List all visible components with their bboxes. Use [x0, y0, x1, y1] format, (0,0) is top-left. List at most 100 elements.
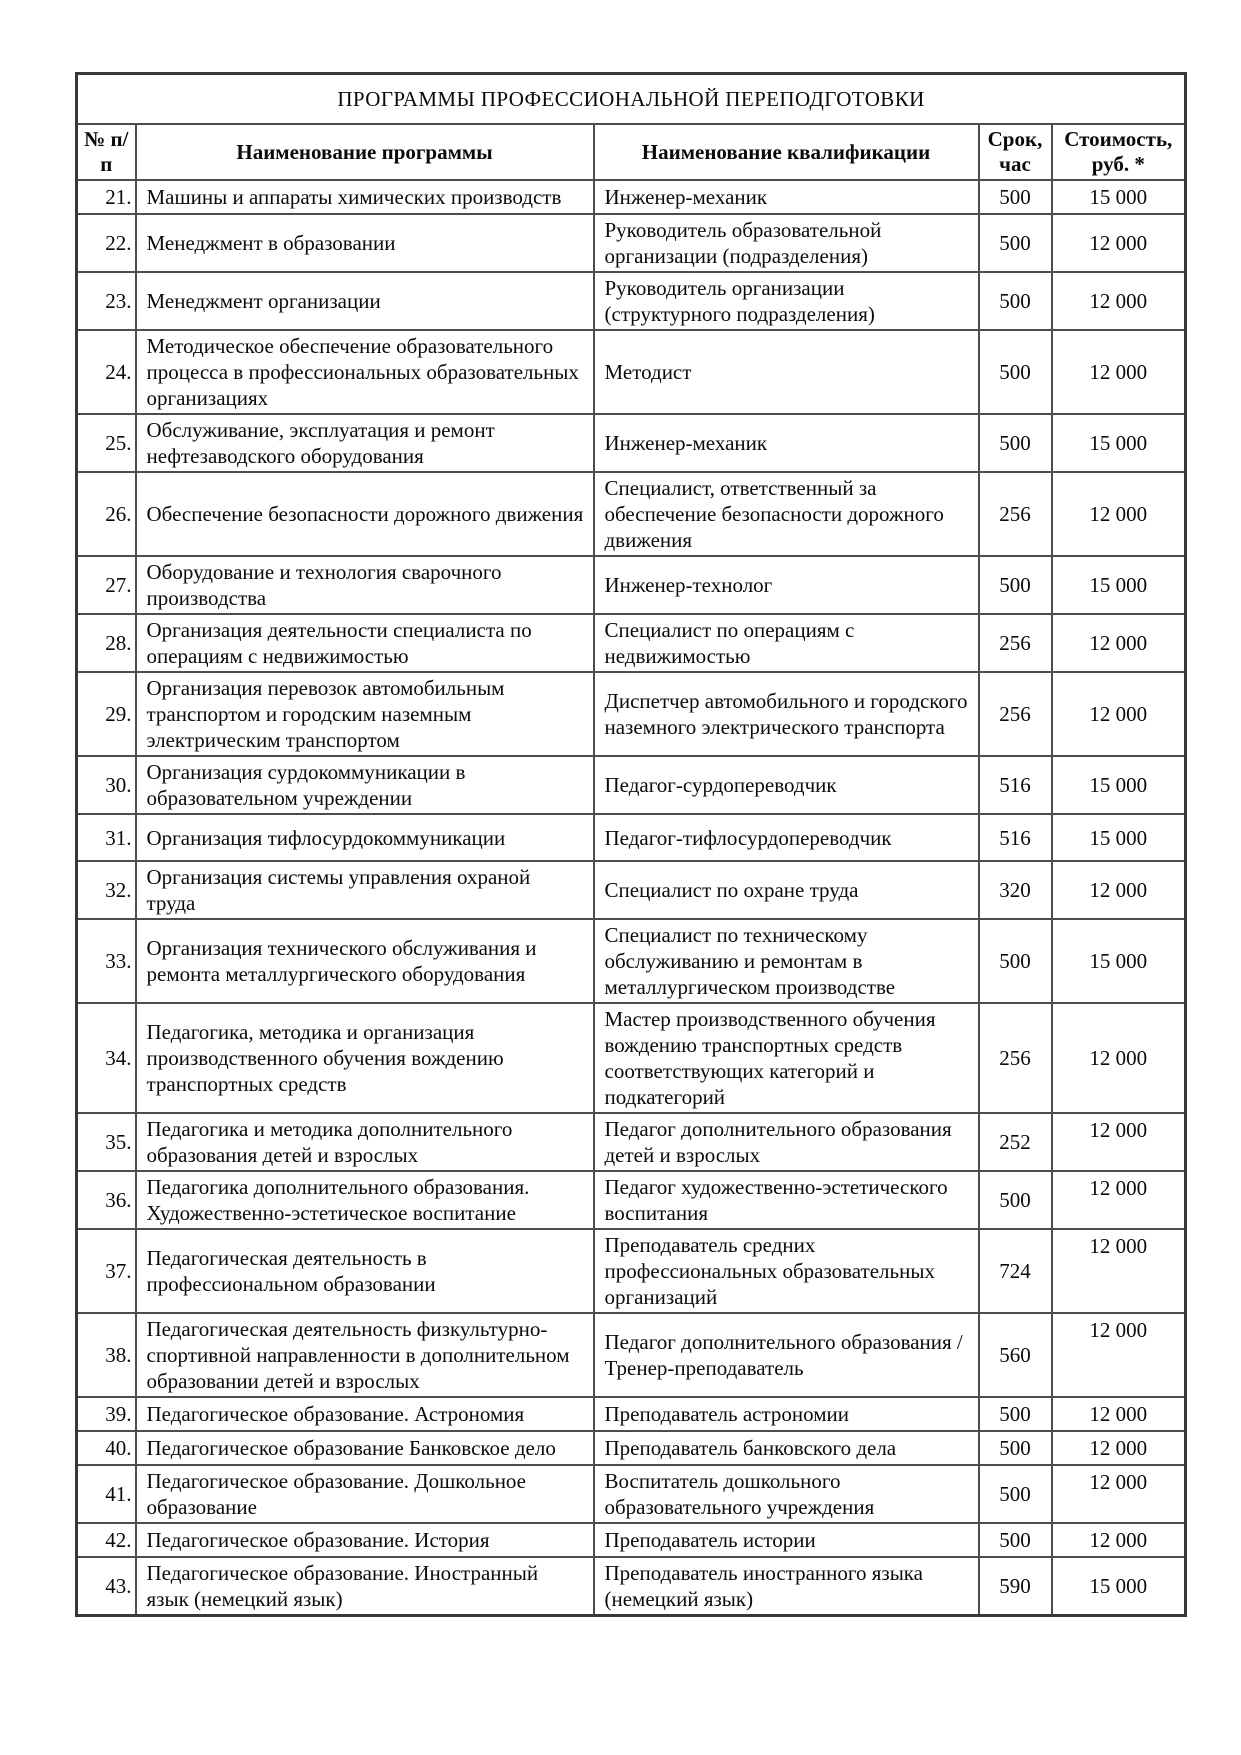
duration-hours-cell: 724 [977, 1228, 1053, 1314]
table-row: 24. Методическое обеспечение образователь… [75, 329, 1187, 415]
row-number-cell: 33. [75, 918, 137, 1004]
qualification-name-cell: Специалист по операциям с недвижимостью [592, 613, 980, 673]
qualification-name-cell: Педагог-тифлосурдопереводчик [592, 813, 980, 862]
duration-hours-cell: 256 [977, 671, 1053, 757]
program-name-cell: Менеджмент в образовании [134, 213, 595, 273]
qualification-name-cell: Инженер-механик [592, 179, 980, 215]
price-rub-cell: 12 000 [1050, 471, 1187, 557]
row-number-cell: 25. [75, 413, 137, 473]
program-name-cell: Обслуживание, эксплуатация и ремонт нефт… [134, 413, 595, 473]
table-row: 25. Обслуживание, эксплуатация и ремонт н… [75, 413, 1187, 473]
duration-hours-cell: 256 [977, 471, 1053, 557]
qualification-name-cell: Специалист по охране труда [592, 860, 980, 920]
price-rub-cell: 12 000 [1050, 1464, 1187, 1524]
table-row: 29. Организация перевозок автомобильным т… [75, 671, 1187, 757]
qualification-name-cell: Инженер-механик [592, 413, 980, 473]
header-duration-hours: Срок, час [977, 123, 1053, 181]
row-number-cell: 37. [75, 1228, 137, 1314]
table-row: 27. Оборудование и технология сварочного … [75, 555, 1187, 615]
qualification-name-cell: Преподаватель средних профессиональных о… [592, 1228, 980, 1314]
table-row: 31. Организация тифлосурдокоммуникации Пед… [75, 813, 1187, 862]
duration-hours-cell: 500 [977, 179, 1053, 215]
row-number-cell: 41. [75, 1464, 137, 1524]
program-name-cell: Педагогика, методика и организация произ… [134, 1002, 595, 1114]
table-title-row: ПРОГРАММЫ ПРОФЕССИОНАЛЬНОЙ ПЕРЕПОДГОТОВК… [75, 72, 1187, 125]
qualification-name-cell: Диспетчер автомобильного и городского на… [592, 671, 980, 757]
table-row: 34. Педагогика, методика и организация пр… [75, 1002, 1187, 1114]
header-price-rub: Стоимость, руб. * [1050, 123, 1187, 181]
program-name-cell: Организация технического обслуживания и … [134, 918, 595, 1004]
program-name-cell: Методическое обеспечение образовательног… [134, 329, 595, 415]
row-number-cell: 26. [75, 471, 137, 557]
retraining-programs-table: ПРОГРАММЫ ПРОФЕССИОНАЛЬНОЙ ПЕРЕПОДГОТОВК… [75, 72, 1188, 1617]
program-name-cell: Педагогика дополнительного образования. … [134, 1170, 595, 1230]
row-number-cell: 42. [75, 1522, 137, 1558]
table-row: 23. Менеджмент организации Руководитель ор… [75, 271, 1187, 331]
price-rub-cell: 12 000 [1050, 271, 1187, 331]
qualification-name-cell: Специалист, ответственный за обеспечение… [592, 471, 980, 557]
qualification-name-cell: Мастер производственного обучения вожден… [592, 1002, 980, 1114]
duration-hours-cell: 560 [977, 1312, 1053, 1398]
price-rub-cell: 12 000 [1050, 1002, 1187, 1114]
table-row: 26. Обеспечение безопасности дорожного дв… [75, 471, 1187, 557]
duration-hours-cell: 500 [977, 1464, 1053, 1524]
program-name-cell: Педагогическое образование. Астрономия [134, 1396, 595, 1432]
row-number-cell: 21. [75, 179, 137, 215]
program-name-cell: Машины и аппараты химических производств [134, 179, 595, 215]
price-rub-cell: 12 000 [1050, 613, 1187, 673]
table-row: 42. Педагогическое образование. История Пр… [75, 1522, 1187, 1558]
header-row-number: № п/п [75, 123, 137, 181]
program-name-cell: Обеспечение безопасности дорожного движе… [134, 471, 595, 557]
duration-hours-cell: 500 [977, 1396, 1053, 1432]
table-row: 41. Педагогическое образование. Дошкольно… [75, 1464, 1187, 1524]
table-row: 36. Педагогика дополнительного образовани… [75, 1170, 1187, 1230]
header-qualification-name: Наименование квалификации [592, 123, 980, 181]
qualification-name-cell: Педагог дополнительного образования / Тр… [592, 1312, 980, 1398]
table-row: 38. Педагогическая деятельность физкульту… [75, 1312, 1187, 1398]
duration-hours-cell: 252 [977, 1112, 1053, 1172]
price-rub-cell: 15 000 [1050, 1556, 1187, 1617]
price-rub-cell: 15 000 [1050, 918, 1187, 1004]
program-name-cell: Организация сурдокоммуникации в образова… [134, 755, 595, 815]
program-name-cell: Менеджмент организации [134, 271, 595, 331]
table-row: 32. Организация системы управления охрано… [75, 860, 1187, 920]
row-number-cell: 22. [75, 213, 137, 273]
price-rub-cell: 15 000 [1050, 555, 1187, 615]
program-name-cell: Организация тифлосурдокоммуникации [134, 813, 595, 862]
row-number-cell: 40. [75, 1430, 137, 1466]
duration-hours-cell: 590 [977, 1556, 1053, 1617]
table-body: 21. Машины и аппараты химических производ… [75, 179, 1187, 1617]
table-row: 37. Педагогическая деятельность в професс… [75, 1228, 1187, 1314]
duration-hours-cell: 500 [977, 329, 1053, 415]
program-name-cell: Организация системы управления охраной т… [134, 860, 595, 920]
header-program-name: Наименование программы [134, 123, 595, 181]
table-title: ПРОГРАММЫ ПРОФЕССИОНАЛЬНОЙ ПЕРЕПОДГОТОВК… [75, 72, 1187, 125]
table-row: 33. Организация технического обслуживания… [75, 918, 1187, 1004]
program-name-cell: Организация перевозок автомобильным тран… [134, 671, 595, 757]
program-name-cell: Педагогическое образование. Дошкольное о… [134, 1464, 595, 1524]
qualification-name-cell: Педагог дополнительного образования дете… [592, 1112, 980, 1172]
program-name-cell: Педагогическое образование. Иностранный … [134, 1556, 595, 1617]
table-row: 22. Менеджмент в образовании Руководитель … [75, 213, 1187, 273]
qualification-name-cell: Педагог-сурдопереводчик [592, 755, 980, 815]
table-row: 35. Педагогика и методика дополнительного… [75, 1112, 1187, 1172]
duration-hours-cell: 516 [977, 755, 1053, 815]
price-rub-cell: 12 000 [1050, 1430, 1187, 1466]
row-number-cell: 38. [75, 1312, 137, 1398]
price-rub-cell: 12 000 [1050, 1312, 1187, 1398]
qualification-name-cell: Руководитель организации (структурного п… [592, 271, 980, 331]
program-name-cell: Педагогика и методика дополнительного об… [134, 1112, 595, 1172]
row-number-cell: 32. [75, 860, 137, 920]
price-rub-cell: 15 000 [1050, 179, 1187, 215]
table-header-row: № п/п Наименование программы Наименовани… [75, 123, 1187, 181]
table-row: 43. Педагогическое образование. Иностранн… [75, 1556, 1187, 1617]
duration-hours-cell: 500 [977, 271, 1053, 331]
duration-hours-cell: 500 [977, 213, 1053, 273]
qualification-name-cell: Руководитель образовательной организации… [592, 213, 980, 273]
duration-hours-cell: 320 [977, 860, 1053, 920]
table-row: 28. Организация деятельности специалиста … [75, 613, 1187, 673]
qualification-name-cell: Специалист по техническому обслуживанию … [592, 918, 980, 1004]
table-row: 40. Педагогическое образование Банковское… [75, 1430, 1187, 1466]
duration-hours-cell: 500 [977, 413, 1053, 473]
table-row: 30. Организация сурдокоммуникации в образ… [75, 755, 1187, 815]
